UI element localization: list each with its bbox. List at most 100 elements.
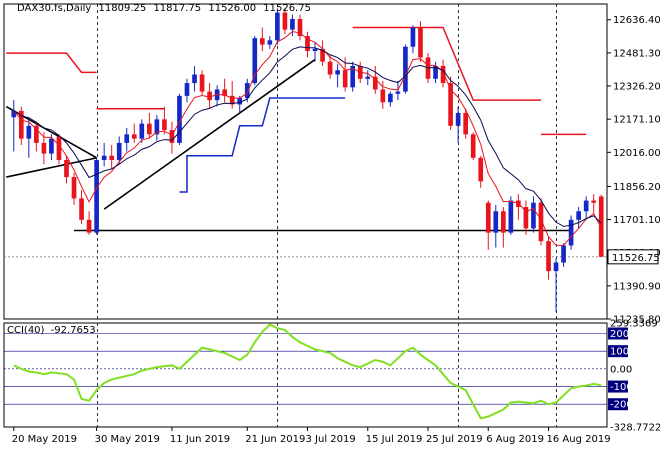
candle-body	[568, 219, 574, 246]
candle-body	[320, 48, 325, 62]
candle-body	[275, 12, 280, 41]
candle	[395, 80, 401, 101]
cci-line	[13, 323, 602, 420]
symbol-label: DAX30.fs,Daily	[17, 3, 92, 14]
candle	[131, 123, 137, 143]
overlay-lines	[4, 26, 607, 258]
candle-body	[282, 12, 288, 30]
candle-body	[553, 262, 559, 272]
candle	[568, 215, 574, 250]
candle-body	[418, 27, 423, 58]
candle	[199, 70, 205, 96]
candle	[516, 194, 521, 220]
stop-line-blue	[179, 97, 346, 193]
candle	[229, 80, 235, 109]
candle	[177, 93, 182, 146]
cci-header: CCI(40) -92.7653	[7, 325, 99, 336]
candle-body	[485, 202, 491, 233]
candle	[169, 121, 175, 154]
x-tick-label: 21 Jun 2019	[245, 434, 305, 445]
candle	[214, 85, 220, 107]
x-tick-label: 16 Aug 2019	[547, 434, 611, 445]
candle-body	[101, 155, 107, 160]
candle	[538, 198, 544, 246]
candle-body	[237, 98, 243, 105]
candle	[94, 157, 99, 235]
candle-body	[177, 95, 182, 143]
candlestick-series	[11, 8, 604, 312]
candle	[546, 236, 551, 280]
candle	[222, 78, 227, 103]
candle	[448, 76, 453, 131]
candle-body	[342, 70, 348, 88]
candle	[335, 63, 340, 88]
x-tick-label: 11 Jun 2019	[170, 434, 230, 445]
candle-body	[116, 142, 122, 160]
candle-body	[403, 46, 408, 92]
candle-body	[395, 91, 401, 94]
candle	[109, 145, 115, 169]
candle-body	[139, 123, 145, 139]
candle	[71, 172, 77, 205]
cci-axis-label: 0.00	[610, 364, 632, 375]
y-tick-label: 11701.10	[613, 215, 660, 226]
candle	[282, 8, 288, 34]
candle	[162, 106, 167, 135]
candle-body	[531, 202, 536, 229]
candle-body	[244, 83, 250, 99]
cci-level-box	[608, 327, 628, 340]
candle	[455, 106, 461, 143]
price-panel-border	[3, 3, 608, 320]
candle-body	[500, 211, 506, 233]
candle	[493, 204, 499, 248]
y-tick-label: 12481.30	[613, 48, 660, 59]
candle	[26, 119, 32, 158]
candle-body	[327, 61, 333, 75]
candle	[463, 108, 468, 139]
y-tick-label: 12326.20	[613, 82, 660, 93]
candle	[500, 206, 506, 248]
candle	[598, 194, 604, 257]
candle-body	[463, 112, 468, 135]
candle-body	[591, 200, 597, 203]
cci-axis-label: -200	[610, 400, 633, 411]
candle	[56, 134, 62, 165]
candle	[531, 196, 536, 233]
candle-body	[546, 241, 551, 272]
cci-axis-label: 200	[610, 329, 629, 340]
candle-body	[154, 119, 160, 135]
candle	[49, 134, 54, 160]
y-tick-label: 11856.20	[613, 182, 660, 193]
candle-body	[312, 48, 318, 52]
candle	[433, 61, 438, 84]
candle	[327, 55, 333, 79]
candle	[591, 194, 597, 214]
candle	[478, 155, 484, 188]
candle	[124, 127, 130, 152]
cci-panel-border	[3, 322, 608, 428]
price-axis: 12636.40 12481.30 12326.20 12171.10 12016.00…	[607, 15, 660, 326]
y-tick-label: 11235.80	[613, 315, 660, 326]
candle-body	[229, 95, 235, 105]
candle-body	[131, 134, 137, 139]
candle	[576, 206, 581, 229]
candle	[380, 80, 386, 109]
candle	[561, 243, 566, 267]
y-tick-label: 12636.40	[613, 15, 660, 26]
candle	[290, 14, 295, 37]
candle-body	[124, 134, 130, 143]
candle	[101, 142, 107, 167]
candle-body	[267, 40, 273, 45]
candle-body	[561, 245, 566, 263]
candle-body	[26, 125, 32, 139]
candle-body	[350, 65, 356, 88]
candle-body	[184, 83, 190, 96]
open-value: 11809.25	[98, 3, 147, 14]
candle	[147, 112, 152, 139]
candle-body	[259, 38, 265, 45]
candle-body	[440, 65, 446, 84]
candle-body	[470, 134, 476, 158]
candle-body	[523, 206, 529, 229]
candle	[418, 21, 423, 62]
